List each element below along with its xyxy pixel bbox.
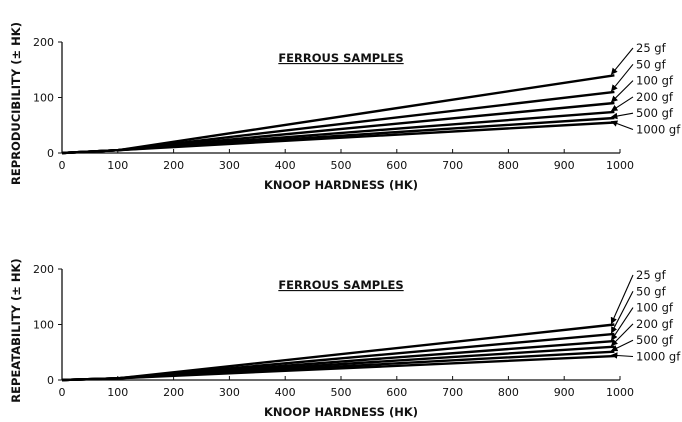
series-label-arrow — [610, 323, 634, 347]
y-tick-label: 100 — [33, 92, 54, 105]
x-tick-label: 100 — [107, 159, 128, 172]
chart-panel-1: 0 100 200 300 400 500 600 700 800 900 1000 0 100 200 F… — [9, 22, 681, 192]
series-line-25-gf — [61, 74, 615, 155]
chart-title: FERROUS SAMPLES — [278, 278, 403, 292]
series-label: 500 gf — [636, 333, 674, 347]
series-label-arrow — [610, 80, 634, 103]
series-label: 50 gf — [636, 57, 667, 71]
x-tick-label: 600 — [386, 159, 407, 172]
y-tick-label: 200 — [33, 36, 54, 49]
x-tick-label: 200 — [163, 159, 184, 172]
x-tick-label: 200 — [163, 386, 184, 399]
series-label-arrow — [610, 339, 634, 352]
series-label-arrow — [610, 291, 634, 334]
series-label: 200 gf — [636, 90, 674, 104]
y-axis-title: REPRODUCIBILITY (± HK) — [9, 22, 23, 185]
series-label: 200 gf — [636, 317, 674, 331]
series-label-arrow — [610, 96, 634, 112]
series-line-1000-gf — [61, 121, 615, 155]
series-label-arrow — [610, 112, 634, 120]
y-tick-label: 100 — [33, 319, 54, 332]
chart-panel-2: 0 100 200 300 400 500 600 700 800 900 1000 0 100 200 F… — [9, 258, 681, 419]
y-tick-label: 200 — [33, 263, 54, 276]
series-label: 100 gf — [636, 301, 674, 315]
x-tick-label: 700 — [442, 386, 463, 399]
x-tick-label: 500 — [331, 159, 352, 172]
x-tick-label: 900 — [554, 386, 575, 399]
x-tick-label: 800 — [498, 159, 519, 172]
x-tick-label: 400 — [275, 386, 296, 399]
x-tick-label: 0 — [59, 386, 66, 399]
series-label: 1000 gf — [636, 350, 681, 364]
series-label-arrow — [610, 63, 634, 92]
x-tick-label: 0 — [59, 159, 66, 172]
series-label-arrow — [610, 120, 634, 131]
x-tick-label: 300 — [219, 159, 240, 172]
series-label: 1000 gf — [636, 123, 681, 137]
x-axis-title: KNOOP HARDNESS (HK) — [264, 405, 418, 419]
y-tick-label: 0 — [47, 147, 54, 160]
series-line-1000-gf — [61, 354, 615, 382]
x-tick-label: 800 — [498, 386, 519, 399]
series-label: 100 gf — [636, 74, 674, 88]
series-line-500-gf — [61, 350, 615, 382]
x-tick-label: 400 — [275, 159, 296, 172]
series-label: 500 gf — [636, 106, 674, 120]
series-label: 25 gf — [636, 41, 667, 55]
x-tick-label: 300 — [219, 386, 240, 399]
series-label-arrow — [610, 47, 634, 75]
chart-title: FERROUS SAMPLES — [278, 51, 403, 65]
series-label-arrow — [610, 274, 634, 325]
x-tick-label: 500 — [331, 386, 352, 399]
y-axis-title: REPEATABILITY (± HK) — [9, 258, 23, 402]
series-label-arrow — [610, 352, 634, 359]
x-tick-label: 900 — [554, 159, 575, 172]
x-tick-label: 100 — [107, 386, 128, 399]
x-tick-label: 700 — [442, 159, 463, 172]
series-label-arrow — [610, 307, 634, 341]
y-tick-label: 0 — [47, 374, 54, 387]
series-label: 50 gf — [636, 284, 667, 298]
series-label: 25 gf — [636, 268, 667, 282]
x-tick-label: 600 — [386, 386, 407, 399]
x-tick-label: 1000 — [606, 386, 634, 399]
x-tick-label: 1000 — [606, 159, 634, 172]
x-axis-title: KNOOP HARDNESS (HK) — [264, 178, 418, 192]
